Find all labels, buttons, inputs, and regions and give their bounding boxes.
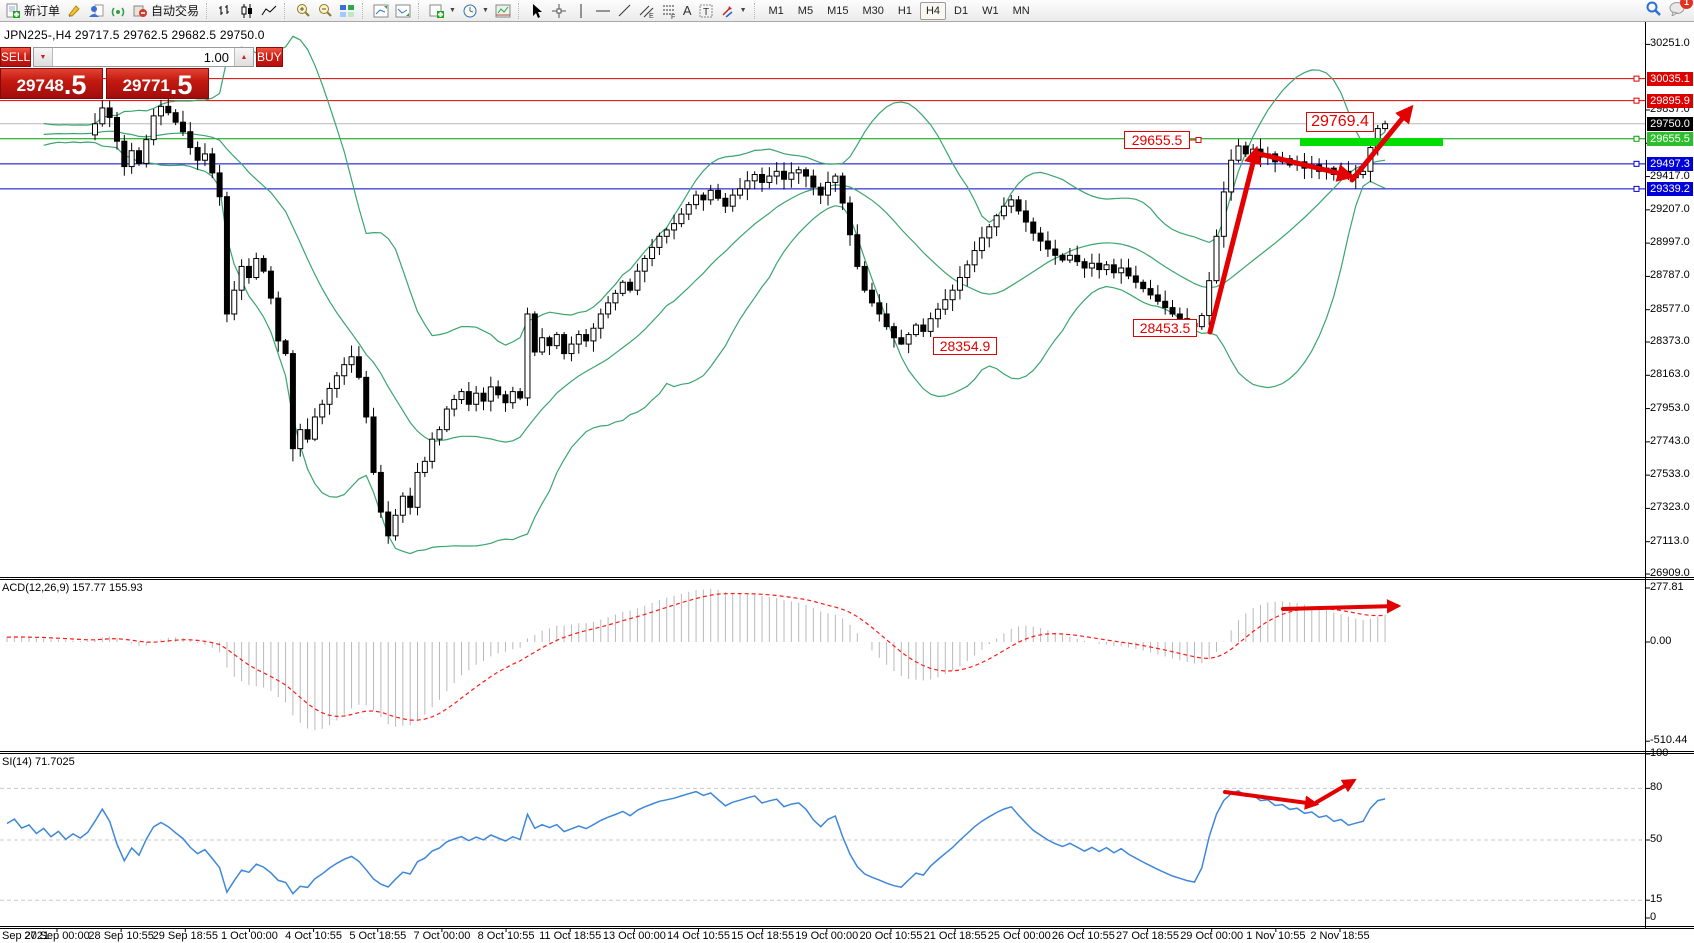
line-chart-mode-button[interactable] <box>258 1 280 21</box>
auto-trading-label: 自动交易 <box>151 4 200 18</box>
trendline-tool-button[interactable] <box>614 1 636 21</box>
one-click-trading-panel: SELL ▼ ▲ BUY 29748 .5 29771 .5 <box>0 47 283 99</box>
chevron-down-icon: ▼ <box>481 7 489 14</box>
sell-button[interactable]: SELL <box>0 47 31 67</box>
sell-price-main: 29748 <box>16 76 64 95</box>
timeframe-d1[interactable]: D1 <box>954 4 969 17</box>
new-order-button[interactable]: 新订单 <box>2 1 63 21</box>
candlestick-mode-button[interactable] <box>236 1 258 21</box>
timeframe-m30[interactable]: M30 <box>862 4 884 17</box>
auto-trading-icon <box>132 3 148 19</box>
toolbar-separator <box>206 2 210 19</box>
highlighter-icon <box>66 3 82 19</box>
highlight-tool-button[interactable] <box>63 1 85 21</box>
toolbar-separator <box>362 2 366 19</box>
toolbar-separator <box>418 2 422 19</box>
cursor-tool-button[interactable] <box>526 1 548 21</box>
channel-sub-glyph: E <box>649 13 654 19</box>
buy-price-frac: .5 <box>169 70 193 101</box>
timeframe-m5[interactable]: M5 <box>797 4 814 17</box>
volume-decrease-button[interactable]: ▼ <box>34 48 53 66</box>
sell-price[interactable]: 29748 .5 <box>0 68 103 99</box>
tile-windows-button[interactable] <box>336 1 358 21</box>
new-order-label: 新订单 <box>24 4 61 18</box>
arrows-tool-button[interactable]: ▼ <box>717 1 750 21</box>
chart-template-button[interactable] <box>492 1 514 21</box>
timeframe-mn[interactable]: MN <box>1012 4 1030 17</box>
timeframe-bar: M1 M5 M15 M30 H1 H4 D1 W1 MN <box>762 0 1037 22</box>
timeframe-w1[interactable]: W1 <box>982 4 999 17</box>
crosshair-tool-button[interactable] <box>548 1 570 21</box>
rsi-indicator-label: SI(14) 71.7025 <box>2 756 75 768</box>
profile-icon <box>88 3 104 19</box>
equidistant-channel-tool-button[interactable]: E <box>636 1 658 21</box>
zoom-in-button[interactable] <box>292 1 314 21</box>
sell-price-frac: .5 <box>63 70 87 101</box>
zoom-out-button[interactable] <box>314 1 336 21</box>
notifications-chat-icon[interactable]: 1 <box>1668 0 1693 21</box>
add-indicator-button[interactable]: ▼ <box>426 1 459 21</box>
toolbar-separator <box>753 2 758 19</box>
fibo-sub-glyph: F <box>671 14 675 19</box>
auto-trading-button[interactable]: 自动交易 <box>129 1 202 21</box>
buy-price-main: 29771 <box>122 76 170 95</box>
notification-count-badge: 1 <box>1680 0 1693 9</box>
search-icon[interactable] <box>1645 0 1662 22</box>
svg-text:T: T <box>703 7 709 18</box>
vertical-line-tool-button[interactable] <box>570 1 592 21</box>
signal-icon <box>110 3 126 19</box>
period-selector-button[interactable]: ▼ <box>459 1 492 21</box>
horizontal-line-tool-button[interactable] <box>592 1 614 21</box>
volume-increase-button[interactable]: ▲ <box>234 48 253 66</box>
indicator-window-up-button[interactable] <box>370 1 392 21</box>
accounts-button[interactable] <box>85 1 107 21</box>
chevron-down-icon: ▼ <box>739 7 747 14</box>
main-toolbar: 新订单 自动交易 ▼ ▼ <box>0 0 1694 22</box>
signals-button[interactable] <box>107 1 129 21</box>
timeframe-m1[interactable]: M1 <box>768 4 784 17</box>
text-tool-button[interactable]: A <box>680 1 695 21</box>
timeframe-m15[interactable]: M15 <box>827 4 849 17</box>
new-order-icon <box>5 3 21 19</box>
volume-input[interactable] <box>53 48 234 66</box>
toolbar-separator <box>284 2 288 19</box>
buy-price[interactable]: 29771 .5 <box>106 68 209 99</box>
chevron-down-icon: ▼ <box>449 7 456 14</box>
macd-indicator-label: ACD(12,26,9) 157.77 155.93 <box>2 582 143 594</box>
volume-stepper: ▼ ▲ <box>33 47 254 67</box>
fibonacci-tool-button[interactable]: F <box>658 1 680 21</box>
indicator-window-down-button[interactable] <box>392 1 414 21</box>
buy-button[interactable]: BUY <box>256 47 283 67</box>
bar-chart-mode-button[interactable] <box>214 1 236 21</box>
text-tool-glyph: A <box>682 3 692 18</box>
timeframe-h1[interactable]: H1 <box>897 4 912 17</box>
symbol-info: JPN225-,H4 29717.5 29762.5 29682.5 29750… <box>4 28 265 42</box>
text-label-tool-button[interactable]: T <box>695 1 717 21</box>
toolbar-separator <box>517 2 522 19</box>
timeframe-h4[interactable]: H4 <box>919 1 947 20</box>
